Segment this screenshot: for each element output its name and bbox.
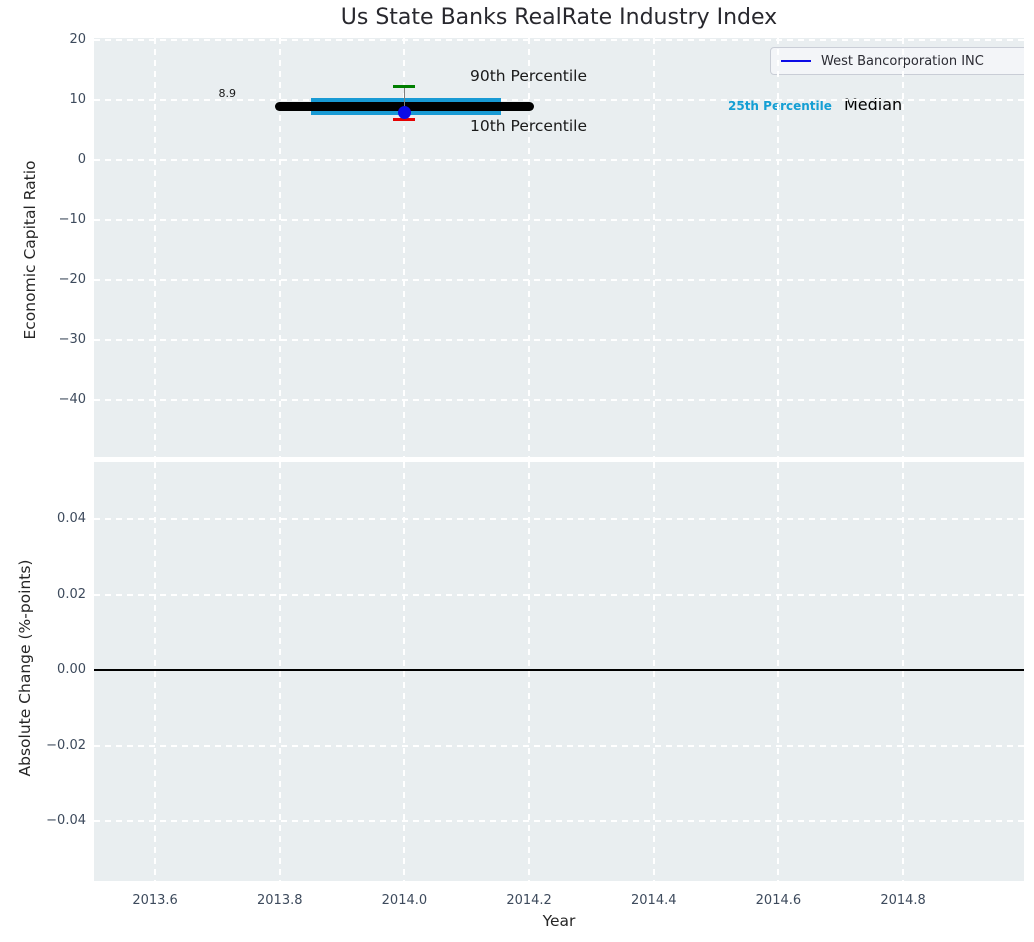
y-tick-label: −0.02 <box>46 737 86 753</box>
gridline-x <box>154 38 157 457</box>
gridline-x <box>902 38 905 457</box>
gridline-x <box>777 462 780 881</box>
gridline-x <box>528 462 531 881</box>
annotation-median: Median <box>844 95 903 114</box>
y-tick-label: −20 <box>58 272 86 287</box>
gridline-x <box>278 462 281 881</box>
legend: West Bancorporation INC <box>770 47 1024 75</box>
gridline-y <box>94 39 1024 41</box>
gridline-y <box>94 820 1024 822</box>
gridline-y <box>94 744 1024 747</box>
x-tick-label: 2014.0 <box>381 893 428 908</box>
x-tick-label: 2013.6 <box>132 893 178 908</box>
x-axis-label: Year <box>542 912 576 930</box>
x-tick-label: 2014.6 <box>755 893 802 908</box>
x-tick-label: 2014.8 <box>880 893 926 908</box>
gridline-x <box>652 462 655 881</box>
y-tick-label: −0.04 <box>46 813 86 828</box>
annotation-median-value: 8.9 <box>218 87 237 100</box>
zero-line <box>94 669 1024 671</box>
gridline-y <box>94 279 1024 281</box>
y-tick-label: 0 <box>77 152 86 167</box>
legend-line-sample-icon <box>781 59 811 63</box>
y-tick-label: −30 <box>58 332 86 347</box>
y-tick-label: −10 <box>58 212 86 227</box>
gridline-y <box>94 593 1024 596</box>
gridline-y <box>94 159 1024 161</box>
gridline-y <box>94 99 1024 101</box>
chart-title: Us State Banks RealRate Industry Index <box>340 5 778 30</box>
y-tick-label: 0.00 <box>57 662 86 677</box>
y-tick-label: 10 <box>69 92 86 107</box>
gridline-x <box>278 38 281 457</box>
gridline-y <box>94 339 1024 341</box>
x-tick-label: 2014.2 <box>506 893 552 908</box>
y-tick-label: −40 <box>58 392 86 407</box>
top-y-axis-label: Economic Capital Ratio <box>21 160 39 340</box>
gridline-y <box>94 219 1024 221</box>
annotation-25th-percentile: 25th Percentile <box>728 99 832 113</box>
gridline-x <box>403 462 406 881</box>
gridline-x <box>902 462 905 881</box>
top-plot: 90th Percentile 10th Percentile 25th Per… <box>94 38 1024 457</box>
p90-cap <box>393 84 416 88</box>
gridline-x <box>528 38 531 457</box>
y-tick-label: 20 <box>69 32 86 47</box>
y-tick-label: 0.04 <box>57 511 86 526</box>
company-point <box>397 105 411 119</box>
x-tick-label: 2013.8 <box>257 893 303 908</box>
y-tick-label: 0.02 <box>57 586 86 602</box>
gridline-y <box>94 399 1024 401</box>
bottom-plot <box>94 462 1024 881</box>
x-tick-label: 2014.4 <box>631 893 677 908</box>
gridline-x <box>403 38 406 457</box>
p10-cap <box>393 118 416 122</box>
gridline-x <box>652 38 655 457</box>
gridline-y <box>94 518 1024 520</box>
gridline-x <box>777 38 780 457</box>
whisker-line <box>403 86 406 120</box>
gridline-x <box>154 462 157 881</box>
